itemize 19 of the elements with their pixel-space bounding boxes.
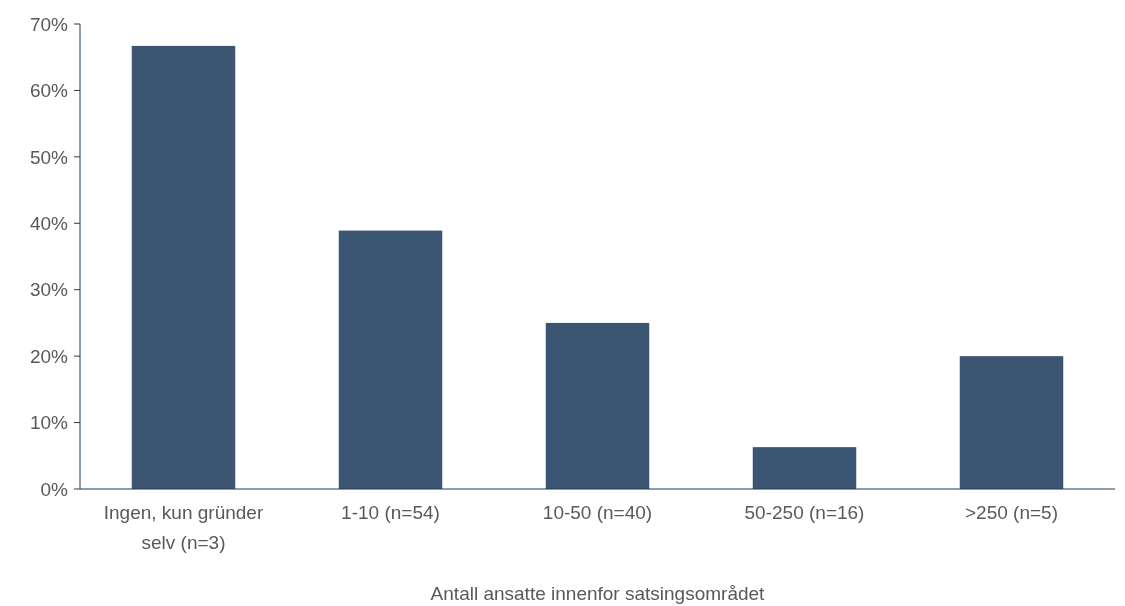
x-tick-label: 1-10 (n=54) [341, 502, 440, 523]
bar [959, 356, 1064, 489]
y-tick-label: 10% [29, 412, 69, 434]
x-axis-title: Antall ansatte innenfor satsingsområdet [430, 583, 766, 604]
y-tick-label: 30% [29, 279, 69, 301]
bar [752, 447, 857, 489]
y-tick-label: 70% [29, 13, 69, 35]
y-tick-label: 40% [29, 212, 69, 234]
x-tick-label: 50-250 (n=16) [744, 502, 865, 523]
y-tick-label: 60% [29, 80, 69, 102]
y-tick-label: 0% [40, 478, 69, 500]
x-tick-label: Ingen, kun gründer selv (n=3) [103, 502, 264, 553]
x-tick-label: >250 (n=5) [965, 502, 1058, 523]
y-tick-label: 50% [29, 146, 69, 168]
x-tick-label: 10-50 (n=40) [542, 502, 653, 523]
bar [131, 45, 236, 489]
bar [338, 230, 443, 489]
y-tick-label: 20% [29, 345, 69, 367]
bar [545, 322, 650, 489]
